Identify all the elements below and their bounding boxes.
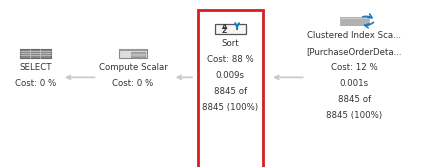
Bar [119, 49, 147, 58]
Bar [340, 20, 369, 21]
Text: SELECT: SELECT [19, 63, 52, 72]
Bar [215, 24, 245, 34]
Bar [131, 52, 145, 57]
Text: Cost: 0 %: Cost: 0 % [15, 79, 56, 88]
Text: 0.001s: 0.001s [340, 79, 369, 88]
Bar [119, 49, 147, 51]
Text: 8845 of: 8845 of [338, 95, 371, 104]
Text: 8845 (100%): 8845 (100%) [326, 111, 382, 120]
Text: 8845 (100%): 8845 (100%) [202, 103, 258, 112]
Text: 8845 of: 8845 of [214, 87, 247, 96]
Text: Cost: 0 %: Cost: 0 % [112, 79, 154, 88]
Bar [20, 49, 51, 58]
FancyBboxPatch shape [198, 10, 263, 167]
Text: Compute Scalar: Compute Scalar [98, 63, 167, 72]
Text: Z: Z [222, 28, 227, 34]
Bar [340, 17, 369, 19]
Text: Cost: 12 %: Cost: 12 % [331, 63, 378, 72]
Text: Clustered Index Sca...: Clustered Index Sca... [307, 31, 401, 40]
Text: Sort: Sort [222, 39, 239, 48]
Text: Cost: 88 %: Cost: 88 % [207, 55, 254, 64]
Bar [340, 24, 369, 26]
Bar [340, 22, 369, 23]
Text: A: A [222, 24, 227, 30]
Text: [PurchaseOrderDeta...: [PurchaseOrderDeta... [307, 47, 402, 56]
Text: 0.009s: 0.009s [216, 71, 245, 80]
